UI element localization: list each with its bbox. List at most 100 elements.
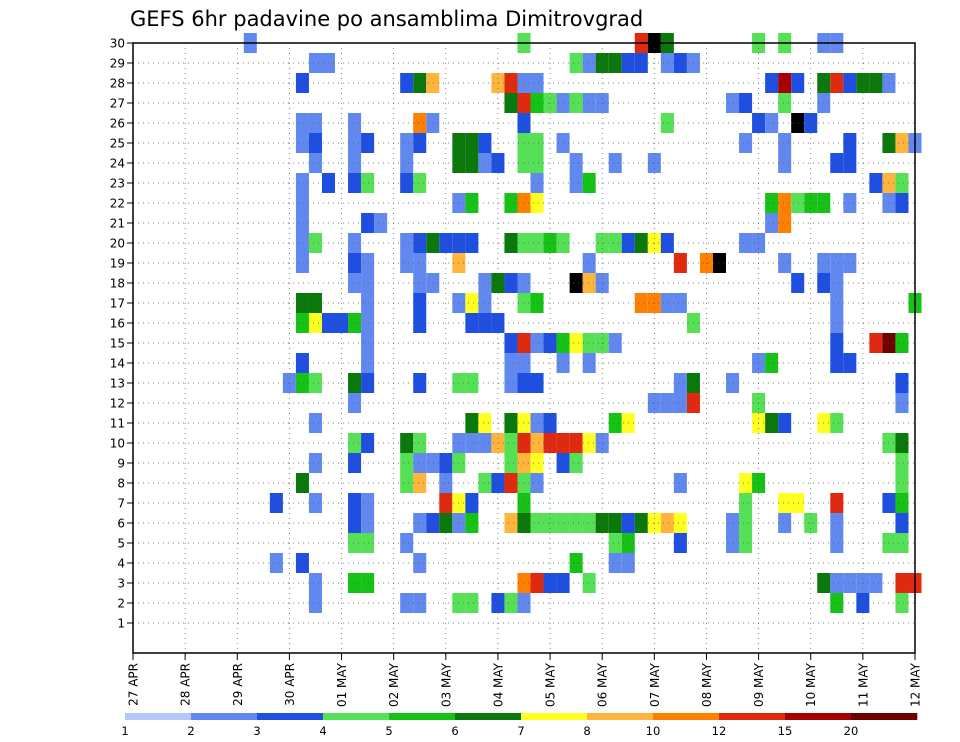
heatmap-cell <box>673 393 687 413</box>
heatmap-cell <box>413 253 427 273</box>
heatmap-cell <box>308 373 322 393</box>
heatmap-cell <box>478 273 492 293</box>
heatmap-cell <box>843 133 857 153</box>
heatmap-cell <box>830 253 844 273</box>
y-tick-label: 6 <box>117 517 125 531</box>
heatmap-cell <box>660 53 674 73</box>
chart-title: GEFS 6hr padavine po ansamblima Dimitrov… <box>130 7 643 31</box>
colorbar-label: 10 <box>646 724 661 738</box>
x-tick-label: 03 MAY <box>439 662 453 707</box>
heatmap-cell <box>413 513 427 533</box>
heatmap-cell <box>739 473 753 493</box>
heatmap-cell <box>400 533 414 553</box>
heatmap-cell <box>348 273 362 293</box>
x-tick-label: 27 APR <box>127 663 141 706</box>
heatmap-cell <box>465 293 479 313</box>
heatmap-cell <box>348 573 362 593</box>
colorbar-segment <box>125 713 192 720</box>
heatmap-cell <box>569 333 583 353</box>
x-tick-label: 07 MAY <box>648 662 662 707</box>
x-tick-label: 12 MAY <box>909 662 923 707</box>
colorbar-label: 2 <box>187 724 194 738</box>
colorbar-label: 5 <box>385 724 392 738</box>
y-tick-label: 19 <box>110 257 125 271</box>
heatmap-cell <box>830 413 844 433</box>
colorbar-label: 12 <box>712 724 727 738</box>
y-tick-label: 22 <box>110 197 125 211</box>
heatmap-cell <box>530 433 544 453</box>
heatmap-cell <box>530 473 544 493</box>
heatmap-cell <box>569 273 583 293</box>
heatmap-cell <box>726 513 740 533</box>
heatmap-cell <box>295 553 309 573</box>
heatmap-cell <box>308 53 322 73</box>
heatmap-cell <box>295 313 309 333</box>
heatmap-cell <box>465 233 479 253</box>
heatmap-cell <box>361 313 375 333</box>
heatmap-cell <box>504 513 518 533</box>
heatmap-cell <box>400 453 414 473</box>
heatmap-cell <box>361 513 375 533</box>
heatmap-cell <box>778 93 792 113</box>
heatmap-cell <box>843 353 857 373</box>
heatmap-cell <box>895 493 909 513</box>
y-axis: 1234567891011121314151617181920212223242… <box>110 37 133 631</box>
heatmap-cell <box>582 53 596 73</box>
y-tick-label: 4 <box>117 557 125 571</box>
heatmap-cell <box>308 133 322 153</box>
heatmap-cell <box>400 153 414 173</box>
heatmap-cell <box>413 313 427 333</box>
heatmap-cell <box>673 253 687 273</box>
heatmap-cell <box>830 313 844 333</box>
colorbar-segment <box>257 713 324 720</box>
heatmap-cell <box>308 413 322 433</box>
heatmap-cell <box>530 333 544 353</box>
heatmap-cell <box>465 413 479 433</box>
heatmap-cell <box>791 493 805 513</box>
heatmap-cell <box>308 233 322 253</box>
heatmap-cell <box>895 453 909 473</box>
y-tick-label: 21 <box>110 217 125 231</box>
heatmap-cell <box>608 153 622 173</box>
y-tick-label: 18 <box>110 277 125 291</box>
heatmap-cell <box>348 173 362 193</box>
heatmap-cell <box>400 173 414 193</box>
heatmap-cell <box>569 53 583 73</box>
colorbar-label: 6 <box>451 724 458 738</box>
heatmap-cell <box>426 453 440 473</box>
heatmap-cell <box>791 273 805 293</box>
heatmap-cell <box>413 73 427 93</box>
heatmap-cell <box>765 193 779 213</box>
heatmap-cell <box>295 193 309 213</box>
heatmap-cell <box>895 333 909 353</box>
heatmap-cell <box>634 233 648 253</box>
heatmap-cell <box>830 573 844 593</box>
heatmap-cell <box>582 353 596 373</box>
heatmap-cell <box>530 293 544 313</box>
heatmap-cell <box>830 533 844 553</box>
heatmap-cell <box>582 333 596 353</box>
colorbar-segment <box>851 713 918 720</box>
heatmap-cell <box>504 453 518 473</box>
heatmap-cell <box>504 413 518 433</box>
heatmap-cell <box>465 133 479 153</box>
heatmap-cell <box>269 493 283 513</box>
heatmap-cell <box>726 93 740 113</box>
heatmap-cell <box>308 493 322 513</box>
heatmap-cell <box>413 373 427 393</box>
colorbar-segment <box>389 713 456 720</box>
heatmap-cell <box>361 273 375 293</box>
heatmap-cell <box>400 133 414 153</box>
heatmap-cell <box>361 353 375 373</box>
y-tick-label: 30 <box>110 37 125 51</box>
heatmap-cell <box>504 273 518 293</box>
heatmap-cell <box>726 533 740 553</box>
heatmap-cell <box>660 513 674 533</box>
y-tick-label: 28 <box>110 77 125 91</box>
heatmap-cell <box>348 153 362 173</box>
x-tick-label: 11 MAY <box>856 662 870 707</box>
heatmap-cell <box>295 213 309 233</box>
heatmap-cell <box>530 373 544 393</box>
heatmap-cell <box>830 73 844 93</box>
